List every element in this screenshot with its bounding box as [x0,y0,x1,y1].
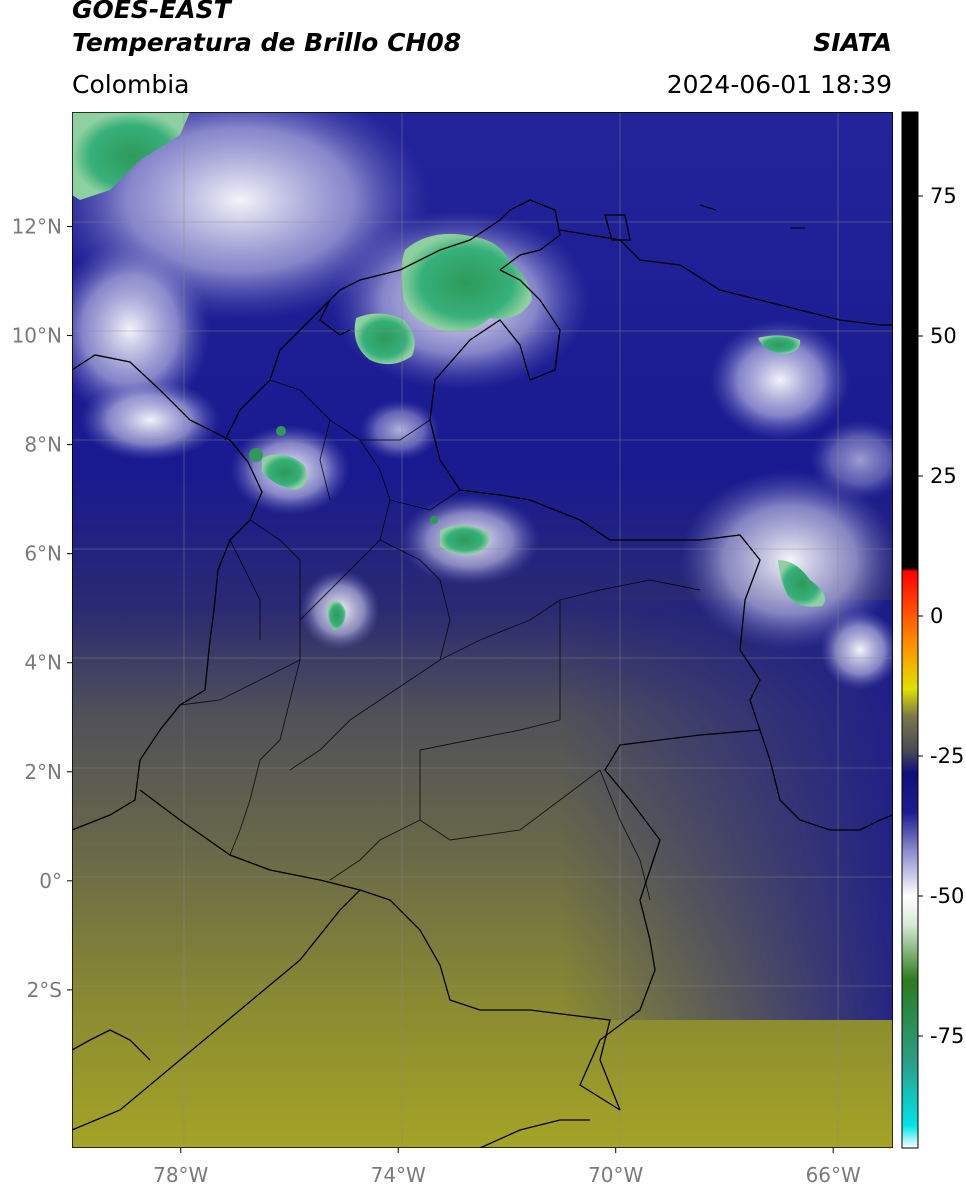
colorbar-ramp [901,111,919,1149]
lat-tick-label: 2°N [24,760,62,784]
product-title: Temperatura de Brillo CH08 [72,28,462,57]
lat-tick-label: 4°N [24,651,62,675]
lat-tick-label: 12°N [12,215,62,239]
lon-tick-label: 66°W [806,1163,861,1187]
colorbar-tick-label: 50 [930,324,957,348]
colorbar-tick-label: 75 [930,184,957,208]
department-boundaries [179,379,701,901]
satellite-title: GOES-EAST [72,0,231,24]
colorbar-tick-label: -25 [930,744,964,768]
region-label: Colombia [72,70,190,99]
map-panel [72,112,893,1148]
lat-tick-label: 6°N [24,542,62,566]
lat-tick-label: 10°N [12,324,62,348]
lon-tick-label: 78°W [153,1163,208,1187]
lon-tick-label: 70°W [588,1163,643,1187]
colorbar-tick-label: 0 [930,604,943,628]
colorbar-tick-label: 25 [930,464,957,488]
political-borders [72,199,893,1148]
colorbar: 75 50 25 0 -25 -50 -75 [901,111,964,1149]
colorbar-tick-label: -50 [930,884,964,908]
longitude-axis: 78°W 74°W 70°W 66°W [153,1148,861,1187]
cold-cloud-tops [72,112,826,630]
lon-tick-label: 74°W [371,1163,426,1187]
timestamp-label: 2024-06-01 18:39 [666,70,892,99]
colorbar-tick-label: -75 [930,1024,964,1048]
lat-tick-label: 2°S [27,978,62,1002]
organization-label: SIATA [813,28,892,57]
latitude-axis: 12°N 10°N 8°N 6°N 4°N 2°N 0° 2°S [12,215,72,1002]
lat-tick-label: 0° [39,869,62,893]
lat-tick-label: 8°N [24,433,62,457]
